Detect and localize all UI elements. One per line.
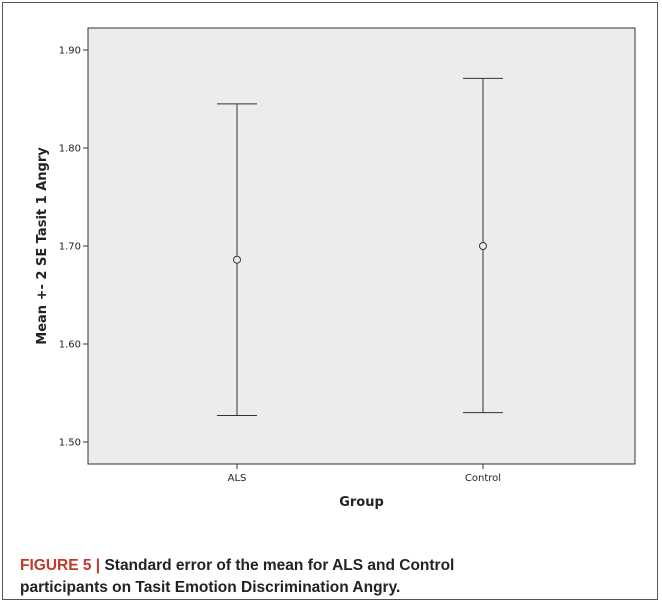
- caption-line-2: participants on Tasit Emotion Discrimina…: [20, 579, 401, 596]
- y-tick-label: 1.80: [59, 144, 81, 155]
- x-tick-label: ALS: [228, 473, 247, 484]
- caption-text-1: Standard error of the mean for ALS and C…: [104, 557, 455, 574]
- y-axis-title: Mean +- 2 SE Tasit 1 Angry: [35, 147, 50, 345]
- y-tick-label: 1.50: [59, 438, 81, 449]
- y-tick-label: 1.90: [59, 46, 81, 57]
- x-axis-ticks: ALS Control: [228, 464, 501, 484]
- figure-label: FIGURE 5 |: [20, 557, 105, 574]
- mean-point: [479, 242, 487, 250]
- x-axis-title: Group: [339, 495, 384, 510]
- plot-area: [87, 27, 636, 465]
- y-axis-ticks: 1.50 1.60 1.70 1.80 1.90: [59, 46, 88, 449]
- caption-line-1: FIGURE 5 | Standard error of the mean fo…: [20, 555, 640, 577]
- error-bars: [217, 77, 503, 417]
- x-tick-label: Control: [465, 473, 501, 484]
- y-tick-label: 1.70: [59, 242, 81, 253]
- y-tick-label: 1.60: [59, 340, 81, 351]
- mean-point: [233, 255, 241, 264]
- figure-caption: FIGURE 5 | Standard error of the mean fo…: [20, 555, 640, 599]
